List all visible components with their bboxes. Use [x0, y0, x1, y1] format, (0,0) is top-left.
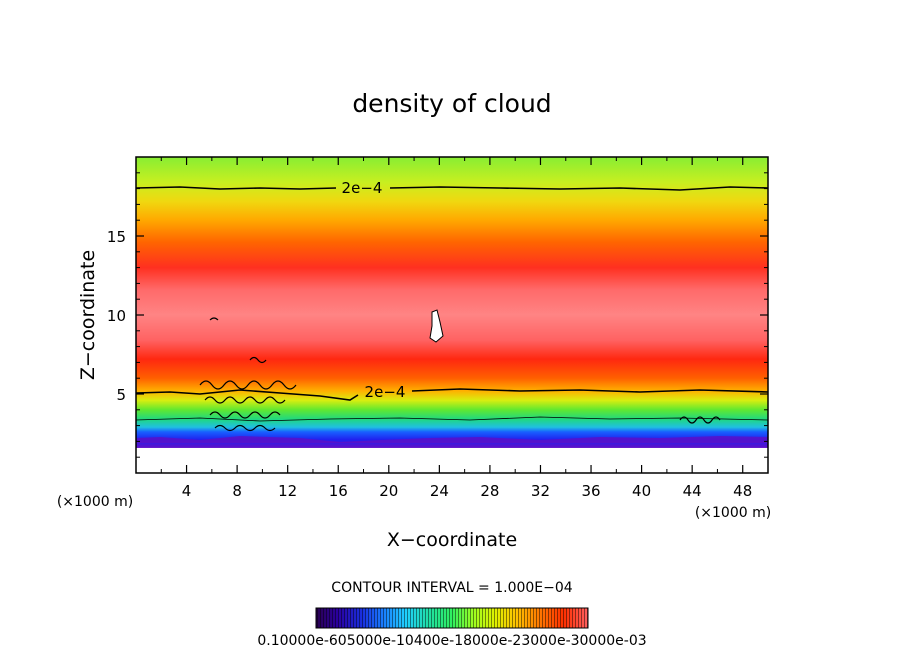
y-tick-label: 10 [107, 307, 126, 325]
contour-lower-right [411, 388, 769, 393]
contour-interval: CONTOUR INTERVAL = 1.000E−04 [331, 580, 572, 596]
contour-speckles [199, 317, 721, 432]
colorbar-stripes [316, 608, 588, 628]
x-tick-label: 36 [581, 482, 600, 500]
y-tick-label: 5 [116, 386, 126, 404]
x-tick-label: 32 [531, 482, 550, 500]
y-axis: 5 10 15 [107, 172, 768, 458]
colorbar-labels: 0.10000e-605000e-10400e-18000e-23000e-30… [257, 633, 646, 649]
x-axis: 4 8 12 16 20 24 28 32 36 40 44 48 [160, 157, 752, 500]
contour-label-lower: 2e−4 [365, 383, 406, 401]
x-unit-right: (×1000 m) [695, 505, 771, 521]
x-tick-label: 8 [232, 482, 242, 500]
contour-base [135, 416, 769, 422]
x-tick-label: 4 [182, 482, 192, 500]
colorbar-frame [315, 607, 589, 629]
chart-title: density of cloud [352, 89, 551, 118]
x-tick-label: 16 [329, 482, 348, 500]
y-axis-label: Z−coordinate [77, 250, 99, 380]
x-axis-label: X−coordinate [387, 529, 517, 551]
x-tick-label: 48 [733, 482, 752, 500]
clear-pocket [429, 309, 444, 343]
x-tick-label: 12 [278, 482, 297, 500]
x-tick-label: 24 [430, 482, 449, 500]
x-tick-label: 20 [379, 482, 398, 500]
x-tick-label: 40 [632, 482, 651, 500]
contour-upper-right [389, 186, 769, 191]
contour-lower [135, 389, 359, 401]
plot-area: 2e−4 2e−4 [135, 156, 769, 474]
x-tick-label: 44 [683, 482, 702, 500]
density-field [136, 157, 768, 473]
x-tick-label: 28 [480, 482, 499, 500]
cloud-base [136, 436, 768, 443]
x-unit-left: (×1000 m) [57, 494, 133, 510]
contour-label-upper: 2e−4 [342, 179, 383, 197]
y-tick-label: 15 [107, 228, 126, 246]
contour-upper [135, 186, 337, 190]
